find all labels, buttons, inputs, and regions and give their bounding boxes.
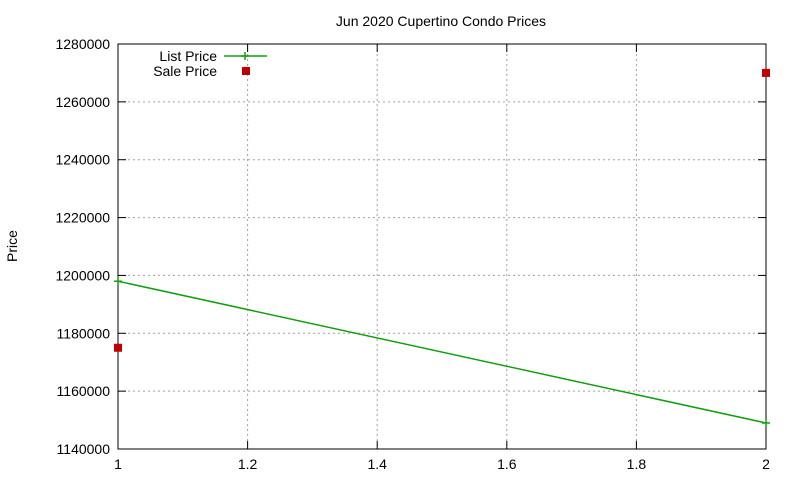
series-sale-price [114,68,770,352]
x-tick-label: 1.6 [497,456,517,472]
x-tick-label: 1 [114,456,122,472]
grid-lines [118,44,766,449]
y-tick-label: 1260000 [55,94,110,110]
x-tick-label: 1.2 [238,456,258,472]
legend-swatch-marker [241,52,249,60]
y-tick-label: 1280000 [55,36,110,52]
legend-label: List Price [159,48,217,64]
data-point [762,418,770,427]
y-tick-label: 1240000 [55,152,110,168]
y-tick-label: 1200000 [55,267,110,283]
x-tick-label: 2 [762,456,770,472]
series-layer [114,68,770,427]
data-point [762,68,770,77]
y-tick-label: 1140000 [57,441,111,457]
x-tick-label: 1.8 [627,456,647,472]
data-point [114,277,122,286]
legend-swatch-marker [242,67,250,75]
y-tick-label: 1220000 [55,210,110,226]
x-tick-label: 1.4 [367,456,387,472]
y-axis-label: Price [4,230,20,262]
chart-title: Jun 2020 Cupertino Condo Prices [336,13,546,29]
y-tick-label: 1180000 [57,325,111,341]
plot-frame [117,43,767,450]
legend-label: Sale Price [153,63,217,79]
data-point [114,343,122,352]
y-tick-label: 1160000 [57,383,111,399]
series-list-price [114,277,770,427]
axis-ticks: 1140000 1160000 1180000 1200000 1220000 12400… [55,36,770,472]
series-line [117,280,767,424]
